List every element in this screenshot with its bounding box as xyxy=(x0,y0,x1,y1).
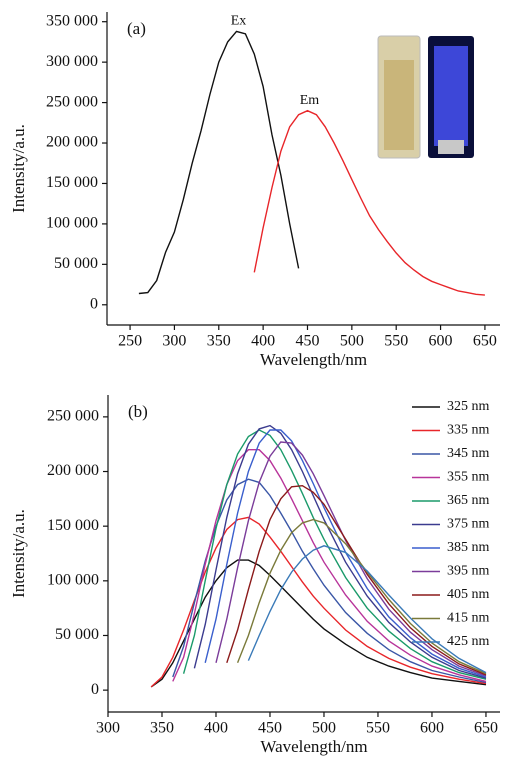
x-tick-label: 550 xyxy=(384,333,408,350)
legend-label: 425 nm xyxy=(447,634,490,649)
y-tick-label: 350 000 xyxy=(46,12,98,29)
x-tick-label: 400 xyxy=(251,333,275,350)
series-line xyxy=(215,441,487,677)
x-tick-label: 650 xyxy=(473,333,497,350)
series-line xyxy=(204,429,487,678)
x-tick-label: 350 xyxy=(150,720,174,737)
series-line xyxy=(150,516,487,688)
panel-label: (a) xyxy=(127,19,146,38)
x-tick-label: 400 xyxy=(204,720,228,737)
x-tick-label: 450 xyxy=(258,720,282,737)
series-line xyxy=(226,484,487,676)
y-tick-label: 200 000 xyxy=(46,134,98,151)
y-tick-label: 50 000 xyxy=(55,626,99,643)
x-tick-label: 650 xyxy=(474,720,498,737)
y-tick-label: 250 000 xyxy=(46,93,98,110)
y-axis-title: Intensity/a.u. xyxy=(9,124,28,213)
y-tick-label: 100 000 xyxy=(46,215,98,232)
y-tick-label: 200 000 xyxy=(47,462,99,479)
y-tick-label: 0 xyxy=(91,681,99,698)
series-line xyxy=(138,30,300,295)
panel-label: (b) xyxy=(128,402,148,421)
series-line xyxy=(236,518,487,675)
legend-label: 335 nm xyxy=(447,423,490,438)
x-tick-label: 450 xyxy=(295,333,319,350)
x-tick-label: 500 xyxy=(312,720,336,737)
x-tick-label: 550 xyxy=(366,720,390,737)
legend-label: 345 nm xyxy=(447,446,490,461)
series-line xyxy=(182,429,487,680)
y-axis-title: Intensity/a.u. xyxy=(9,509,28,598)
cuvette-glow xyxy=(434,46,468,146)
y-tick-label: 250 000 xyxy=(47,408,99,425)
x-tick-label: 300 xyxy=(96,720,120,737)
y-tick-label: 300 000 xyxy=(46,53,98,70)
series-label: Ex xyxy=(231,14,247,29)
inset-photos xyxy=(377,35,474,159)
x-tick-label: 600 xyxy=(420,720,444,737)
series-line xyxy=(193,424,487,679)
x-tick-label: 600 xyxy=(429,333,453,350)
x-tick-label: 500 xyxy=(340,333,364,350)
series-label: Em xyxy=(300,93,320,108)
legend-label: 405 nm xyxy=(447,587,490,602)
x-tick-label: 350 xyxy=(207,333,231,350)
series-line xyxy=(172,449,487,683)
y-tick-label: 50 000 xyxy=(54,255,98,272)
legend-label: 325 nm xyxy=(447,399,490,414)
legend-label: 375 nm xyxy=(447,517,490,532)
cuvette-liquid xyxy=(384,60,414,150)
y-tick-label: 100 000 xyxy=(47,571,99,588)
y-tick-label: 150 000 xyxy=(47,517,99,534)
legend-label: 395 nm xyxy=(447,564,490,579)
legend-label: 385 nm xyxy=(447,540,490,555)
legend-label: 355 nm xyxy=(447,470,490,485)
series-line xyxy=(247,545,487,674)
x-axis-title: Wavelength/nm xyxy=(260,350,367,369)
y-tick-label: 0 xyxy=(90,295,98,312)
y-tick-label: 150 000 xyxy=(46,174,98,191)
series-line xyxy=(253,109,485,296)
x-tick-label: 250 xyxy=(118,333,142,350)
x-axis-title: Wavelength/nm xyxy=(260,737,367,756)
legend-label: 415 nm xyxy=(447,611,490,626)
cuvette-base xyxy=(438,140,464,154)
legend-label: 365 nm xyxy=(447,493,490,508)
x-tick-label: 300 xyxy=(162,333,186,350)
